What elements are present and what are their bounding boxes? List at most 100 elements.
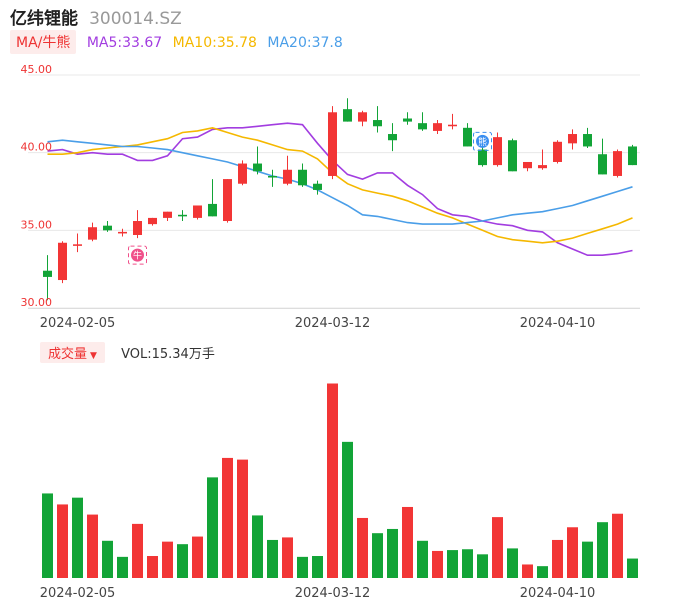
volume-bar xyxy=(87,514,98,578)
candle xyxy=(253,146,262,175)
candle xyxy=(88,222,97,242)
candle xyxy=(268,169,277,187)
candle-body xyxy=(208,203,217,217)
candle xyxy=(343,98,352,122)
volume-bar xyxy=(372,533,383,578)
stock-code: 300014.SZ xyxy=(89,9,182,29)
volume-bar xyxy=(342,441,353,578)
candle-body xyxy=(538,165,547,169)
candle xyxy=(568,129,577,150)
price-grid xyxy=(28,74,640,309)
volume-bar xyxy=(132,523,143,578)
ma-toggle-button[interactable]: MA/牛熊 xyxy=(10,30,77,54)
candle xyxy=(508,138,517,172)
candle-body xyxy=(58,242,67,281)
x-tick-label: 2024-02-05 xyxy=(40,586,116,601)
candle xyxy=(328,106,337,180)
candle xyxy=(313,180,322,195)
volume-bar xyxy=(417,540,428,578)
candle-body xyxy=(583,134,592,147)
volume-bar xyxy=(162,541,173,578)
marker-glyph: 熊 xyxy=(478,136,487,148)
candle-body xyxy=(178,214,187,217)
candle xyxy=(613,149,622,178)
marker-dot xyxy=(476,134,489,148)
x-tick-label: 2024-03-12 xyxy=(295,316,371,331)
volume-bar xyxy=(102,540,113,578)
volume-bar xyxy=(612,513,623,578)
candle-body xyxy=(388,134,397,141)
candle xyxy=(148,217,157,226)
volume-bar xyxy=(147,556,158,578)
volume-bar xyxy=(282,537,293,578)
markers: 牛熊 xyxy=(128,131,492,265)
candle-body xyxy=(73,244,82,246)
candle-body xyxy=(598,154,607,175)
candle-body xyxy=(613,151,622,176)
bear-marker-icon: 熊 xyxy=(473,131,492,151)
marker-frame xyxy=(128,245,147,265)
candle-body xyxy=(568,134,577,144)
volume-bar xyxy=(492,517,503,578)
candle xyxy=(448,113,457,130)
candle-body xyxy=(358,112,367,122)
candle-body xyxy=(118,231,127,234)
volume-bar xyxy=(57,504,68,578)
candle-body xyxy=(133,221,142,235)
volume-bar xyxy=(222,457,233,578)
candle-body xyxy=(418,123,427,130)
candle-body xyxy=(343,109,352,122)
marker-dot xyxy=(131,248,144,262)
volume-bar xyxy=(537,566,548,578)
candle-body xyxy=(253,163,262,172)
x-tick-label: 2024-04-10 xyxy=(520,316,596,331)
candle xyxy=(43,255,52,301)
ma20-line xyxy=(47,139,633,225)
candle-body xyxy=(238,163,247,184)
candle-body xyxy=(298,169,307,186)
volume-bar xyxy=(552,539,563,578)
volume-bar xyxy=(327,383,338,578)
candle xyxy=(133,210,142,239)
candle xyxy=(178,210,187,222)
bull-marker-icon: 牛 xyxy=(128,245,147,265)
volume-bar xyxy=(237,459,248,578)
volume-bar xyxy=(42,493,53,578)
candle-body xyxy=(493,137,502,166)
volume-date-axis: 2024-02-05 2024-03-12 2024-04-10 xyxy=(40,586,596,601)
candle-body xyxy=(553,141,562,162)
candle xyxy=(73,233,82,253)
x-tick-label: 2024-02-05 xyxy=(40,316,116,331)
candle xyxy=(208,179,217,217)
volume-bar xyxy=(387,528,398,578)
candle-body xyxy=(283,169,292,184)
candle-body xyxy=(88,227,97,240)
candle-body xyxy=(268,175,277,178)
x-tick-label: 2024-03-12 xyxy=(295,586,371,601)
y-tick-label: 35.00 xyxy=(21,218,53,231)
candle-body xyxy=(313,183,322,190)
candle xyxy=(538,149,547,170)
volume-bar xyxy=(432,550,443,578)
volume-bar xyxy=(507,548,518,578)
candle xyxy=(58,241,67,284)
candle xyxy=(583,127,592,149)
volume-value: VOL:15.34万手 xyxy=(121,347,215,362)
stock-name: 亿纬锂能 xyxy=(10,9,78,29)
candle xyxy=(598,138,607,175)
ma20-legend: MA20:37.8 xyxy=(267,35,343,51)
ma10-legend: MA10:35.78 xyxy=(172,35,257,51)
candle-body xyxy=(373,120,382,127)
y-tick-label: 40.00 xyxy=(21,141,53,154)
volume-toggle-button[interactable]: 成交量 ▼ xyxy=(40,342,105,363)
candle-body xyxy=(523,161,532,169)
candle xyxy=(358,110,367,127)
candle-body xyxy=(103,225,112,231)
volume-bar xyxy=(402,506,413,578)
candle-body xyxy=(223,179,232,222)
candle-body xyxy=(463,127,472,147)
volume-bar xyxy=(597,522,608,578)
volume-bar xyxy=(72,497,83,578)
candle-body xyxy=(193,205,202,218)
